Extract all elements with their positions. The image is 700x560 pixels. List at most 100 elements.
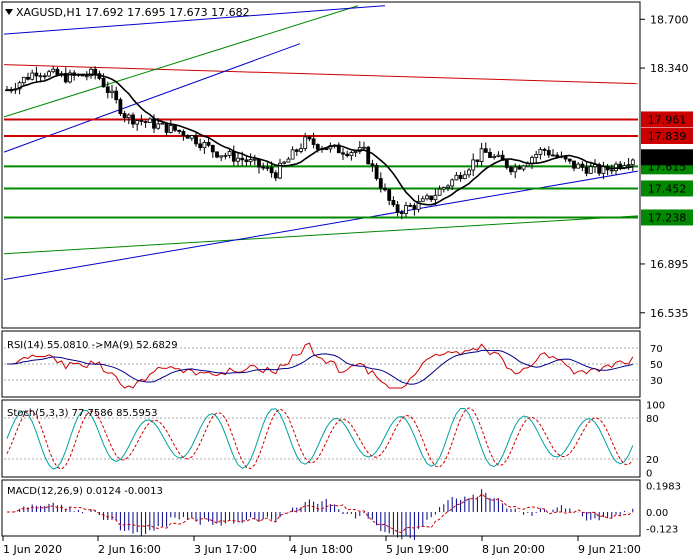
price-axis: 18.700 18.340 16.895 16.535 — [640, 13, 689, 320]
candle-body — [475, 159, 480, 162]
channel-line-blue-mid — [3, 43, 301, 153]
candle-body — [387, 189, 392, 201]
candle-body — [118, 99, 123, 114]
macd-tick-label: -0.123 — [646, 525, 678, 536]
stoch-tick-label: 20 — [646, 455, 659, 466]
candle-body — [189, 135, 194, 139]
candle-body — [471, 159, 476, 171]
level-label: 17.961 — [648, 113, 687, 126]
price-tick-label: 16.535 — [650, 307, 689, 320]
candle-body — [63, 73, 68, 83]
price-tick-label: 18.700 — [650, 13, 689, 26]
rsi-tick-label: 30 — [650, 376, 663, 387]
candle-body — [114, 90, 119, 101]
candle-body — [311, 138, 316, 145]
candle-body — [433, 194, 438, 201]
trend-line-red — [3, 64, 639, 85]
candle-body — [521, 165, 526, 170]
candle-body — [177, 129, 182, 132]
candle-body — [68, 72, 72, 83]
candle-body — [290, 149, 295, 160]
rsi-tick-label: 70 — [650, 344, 663, 355]
candle-body — [202, 141, 207, 149]
candle-body — [156, 123, 161, 129]
candle-body — [467, 169, 471, 176]
macd-tick-label: 0.1983 — [646, 481, 681, 492]
candle-body — [618, 163, 623, 168]
stoch-tick-label: 80 — [646, 414, 659, 425]
candle-body — [248, 159, 253, 163]
candle-body — [101, 77, 106, 88]
candle-body — [479, 148, 484, 162]
candle-body — [462, 174, 467, 180]
candle-body — [105, 86, 110, 93]
trend-line-green-upper — [3, 5, 359, 118]
level-label: 17.452 — [648, 182, 687, 195]
candle-body — [626, 164, 631, 167]
candle-body — [345, 153, 350, 157]
candle-body — [395, 204, 400, 213]
candle-body — [164, 122, 169, 133]
candle-body — [299, 148, 303, 152]
candle-body — [408, 205, 413, 207]
candle-body — [496, 154, 501, 157]
candle-body — [143, 121, 148, 123]
rsi-header: RSI(14) 55.0810 ->MA(9) 52.6829 — [7, 340, 178, 351]
rsi-line — [7, 342, 634, 389]
candle-body — [278, 162, 282, 179]
candle-body — [122, 113, 127, 119]
candle-body — [244, 159, 249, 163]
candle-body — [135, 120, 140, 125]
candle-body — [42, 75, 47, 78]
candle-body — [219, 155, 224, 158]
candle-body — [223, 155, 228, 157]
candle-body — [601, 166, 606, 174]
candle-body — [534, 154, 539, 159]
candle-body — [34, 72, 39, 77]
candle-body — [110, 90, 114, 93]
level-label-bg — [641, 180, 693, 197]
candlesticks — [5, 66, 635, 220]
candle-body — [567, 158, 572, 162]
candle-body — [378, 178, 383, 189]
rsi-panel-frame — [1, 330, 641, 398]
time-tick-label: 5 Jun 19:00 — [386, 543, 449, 556]
candle-body — [509, 167, 513, 173]
candle-body — [324, 148, 329, 151]
candle-body — [366, 146, 371, 165]
level-label: 17.238 — [648, 211, 687, 224]
candle-body — [181, 131, 186, 136]
time-tick-label: 4 Jun 18:00 — [290, 543, 353, 556]
candle-body — [404, 205, 408, 214]
candle-body — [488, 152, 492, 158]
candle-body — [538, 149, 543, 155]
candle-body — [353, 150, 358, 154]
candle-body — [84, 75, 89, 78]
time-tick-label: 8 Jun 20:00 — [482, 543, 545, 556]
candle-body — [265, 167, 270, 169]
candle-body — [391, 200, 396, 206]
macd-tick-label: 0.00 — [646, 508, 668, 519]
candle-body — [580, 163, 585, 168]
candle-body — [416, 200, 421, 210]
candle-body — [194, 135, 198, 145]
candle-body — [89, 68, 93, 77]
candle-body — [546, 150, 551, 156]
candle-body — [441, 187, 446, 190]
candle-body — [240, 157, 245, 161]
level-label: 17.839 — [648, 130, 687, 143]
candle-body — [542, 149, 547, 151]
candle-body — [26, 76, 30, 80]
time-tick-label: 9 Jun 21:00 — [578, 543, 641, 556]
candle-body — [513, 166, 518, 173]
candle-body — [425, 195, 429, 200]
stoch-signal-line — [6, 407, 634, 470]
candle-body — [252, 158, 257, 161]
candle-body — [93, 68, 98, 75]
collapse-triangle-icon[interactable] — [5, 9, 13, 15]
current-price-label: 17.682 — [648, 151, 687, 164]
rsi-indicator: 70 50 30 — [4, 342, 663, 389]
candle-body — [273, 172, 278, 179]
candle-body — [168, 125, 173, 133]
